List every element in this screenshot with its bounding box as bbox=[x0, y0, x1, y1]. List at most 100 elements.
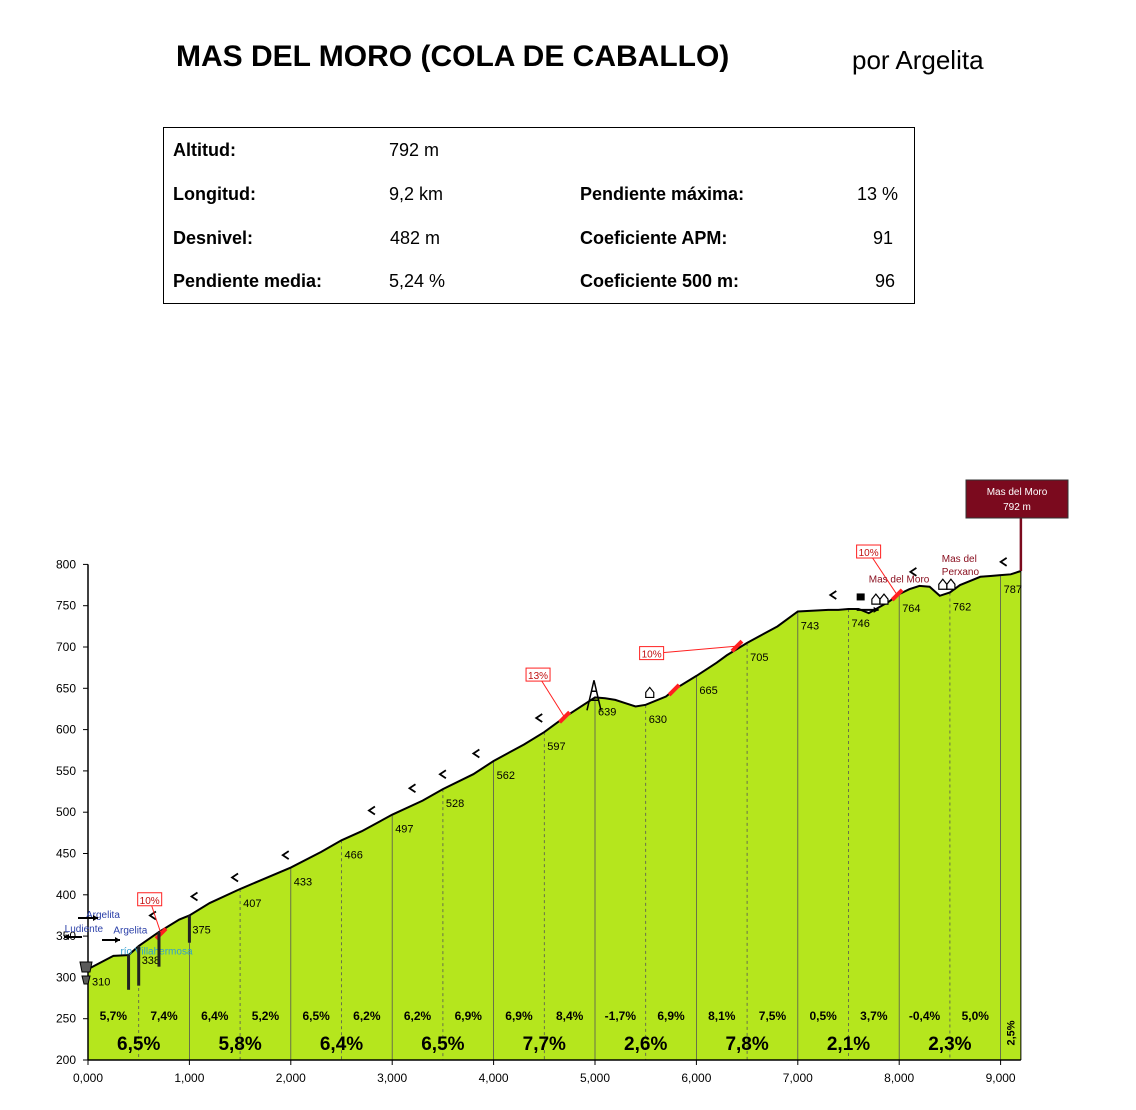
stats-box: Altitud: 792 m Longitud: 9,2 km Pendient… bbox=[163, 127, 915, 304]
half-km-grade-label: 6,5% bbox=[302, 1009, 330, 1023]
y-tick-label: 600 bbox=[56, 723, 76, 737]
km-grade-label: 6,5% bbox=[421, 1034, 464, 1055]
km-altitude-label: 764 bbox=[902, 603, 920, 615]
author-credit: por Argelita bbox=[852, 45, 984, 75]
altitud-label: Altitud: bbox=[173, 140, 236, 160]
desnivel-value: 482 m bbox=[390, 228, 441, 248]
km-grade-label: 2,1% bbox=[827, 1034, 870, 1055]
ramp-label-box bbox=[856, 544, 882, 559]
half-km-grade-label: -0,4% bbox=[909, 1009, 941, 1023]
km-grade-label: 6,5% bbox=[117, 1034, 160, 1055]
km-altitude-label: 466 bbox=[345, 849, 363, 861]
y-tick-label: 550 bbox=[56, 764, 76, 778]
profile-area bbox=[88, 571, 1021, 1060]
y-tick-label: 750 bbox=[56, 599, 76, 613]
ramp-label: 13% bbox=[528, 671, 548, 682]
house-icon bbox=[879, 593, 889, 605]
coef-apm-value: 91 bbox=[873, 228, 894, 248]
hairpin-curve-icon bbox=[367, 805, 376, 816]
ramp-label-box bbox=[639, 646, 665, 661]
half-km-grade-label: 5,0% bbox=[962, 1009, 990, 1023]
half-km-grade-label: 6,2% bbox=[353, 1009, 381, 1023]
km-altitude-label: 762 bbox=[953, 601, 971, 613]
half-km-grade-label: 6,4% bbox=[201, 1009, 229, 1023]
km-grade-label: 7,8% bbox=[725, 1034, 768, 1055]
half-km-grade-label: 6,9% bbox=[505, 1009, 533, 1023]
ramp-label-box bbox=[525, 667, 551, 682]
y-tick-label: 400 bbox=[56, 888, 76, 902]
pendiente-media-label: Pendiente media: bbox=[173, 271, 323, 291]
half-km-grade-label: 6,9% bbox=[455, 1009, 483, 1023]
y-tick-label: 250 bbox=[56, 1012, 76, 1026]
km-altitude-label: 665 bbox=[699, 685, 717, 697]
coef-500-value: 96 bbox=[875, 271, 896, 291]
ramp-leader-line bbox=[537, 674, 566, 718]
km-altitude-label: 433 bbox=[294, 877, 312, 889]
ramp-label: 10% bbox=[859, 548, 879, 559]
river-icon bbox=[81, 975, 91, 985]
y-tick-label: 700 bbox=[56, 640, 76, 654]
coef-apm-label: Coeficiente APM: bbox=[580, 228, 728, 248]
ramp-leader-line bbox=[868, 551, 898, 596]
bridge-icon bbox=[79, 961, 93, 973]
x-tick-label: 0,000 bbox=[73, 1071, 103, 1085]
km-altitude-label: 746 bbox=[852, 618, 870, 630]
x-tick-label: 5,000 bbox=[580, 1071, 610, 1085]
place-annotation: río Villahermosa bbox=[120, 946, 193, 957]
summit-banner bbox=[965, 479, 1069, 519]
half-km-grade-label: 6,2% bbox=[404, 1009, 432, 1023]
house-icon bbox=[938, 578, 948, 590]
start-altitude-label: 310 bbox=[92, 976, 110, 988]
road-arrow-mas-del-moro-head bbox=[873, 606, 879, 613]
x-tick-label: 3,000 bbox=[377, 1071, 407, 1085]
y-tick-label: 200 bbox=[56, 1053, 76, 1067]
km-altitude-label: 497 bbox=[395, 824, 413, 836]
half-km-grade-label: 8,1% bbox=[708, 1009, 736, 1023]
km-altitude-label: 375 bbox=[192, 924, 210, 936]
hairpin-curve-icon bbox=[230, 872, 239, 883]
km-altitude-label: 338 bbox=[142, 955, 160, 967]
km-altitude-label: 597 bbox=[547, 741, 565, 753]
hairpin-curve-icon bbox=[407, 783, 416, 793]
hairpin-curve-icon bbox=[828, 590, 837, 600]
half-km-grade-label: 0,5% bbox=[809, 1009, 837, 1023]
y-tick-label: 450 bbox=[56, 847, 76, 861]
y-tick-label: 800 bbox=[56, 557, 76, 571]
altitud-value: 792 m bbox=[389, 140, 440, 160]
road-arrow-argelita-1-head bbox=[93, 915, 98, 921]
place-annotation: Mas del Moro bbox=[869, 575, 930, 586]
hairpin-curve-icon bbox=[534, 713, 543, 723]
x-tick-label: 1,000 bbox=[174, 1071, 204, 1085]
desnivel-label: Desnivel: bbox=[173, 228, 254, 248]
antenna-tower-icon bbox=[586, 680, 602, 711]
km-grade-label: 2,6% bbox=[624, 1034, 667, 1055]
half-km-grade-label: -1,7% bbox=[605, 1009, 637, 1023]
hairpin-curve-icon bbox=[438, 769, 447, 779]
ramp-label: 10% bbox=[140, 896, 160, 907]
km-altitude-label: 407 bbox=[243, 898, 261, 910]
half-km-grade-label: 8,4% bbox=[556, 1009, 584, 1023]
km-altitude-label: 630 bbox=[649, 714, 667, 726]
steep-ramp-mark bbox=[667, 683, 681, 697]
road-arrow-ludiente-head bbox=[64, 934, 69, 940]
coef-500-label: Coeficiente 500 m: bbox=[580, 271, 740, 291]
km-altitude-label: 639 bbox=[598, 706, 616, 718]
ramp-leader-line bbox=[651, 645, 738, 655]
half-km-grade-label: 5,2% bbox=[252, 1009, 280, 1023]
km-altitude-label: 562 bbox=[497, 770, 515, 782]
building-icon bbox=[856, 593, 865, 601]
place-annotation: Argelita bbox=[86, 910, 120, 921]
pendiente-media-value: 5,24 % bbox=[389, 271, 446, 291]
hairpin-curve-icon bbox=[281, 850, 290, 860]
half-km-grade-label: 3,7% bbox=[860, 1009, 888, 1023]
hairpin-curve-icon bbox=[908, 567, 917, 577]
half-km-grade-label: 7,5% bbox=[759, 1009, 787, 1023]
km-altitude-label: 787 bbox=[1004, 584, 1022, 596]
hairpin-curve-icon bbox=[999, 557, 1008, 567]
place-annotation: Argelita bbox=[113, 926, 147, 937]
ramp-label: 10% bbox=[642, 650, 662, 661]
x-tick-label: 7,000 bbox=[783, 1071, 813, 1085]
pendiente-maxima-label: Pendiente máxima: bbox=[580, 184, 745, 204]
summit-label-altitude: 792 m bbox=[1003, 502, 1031, 513]
